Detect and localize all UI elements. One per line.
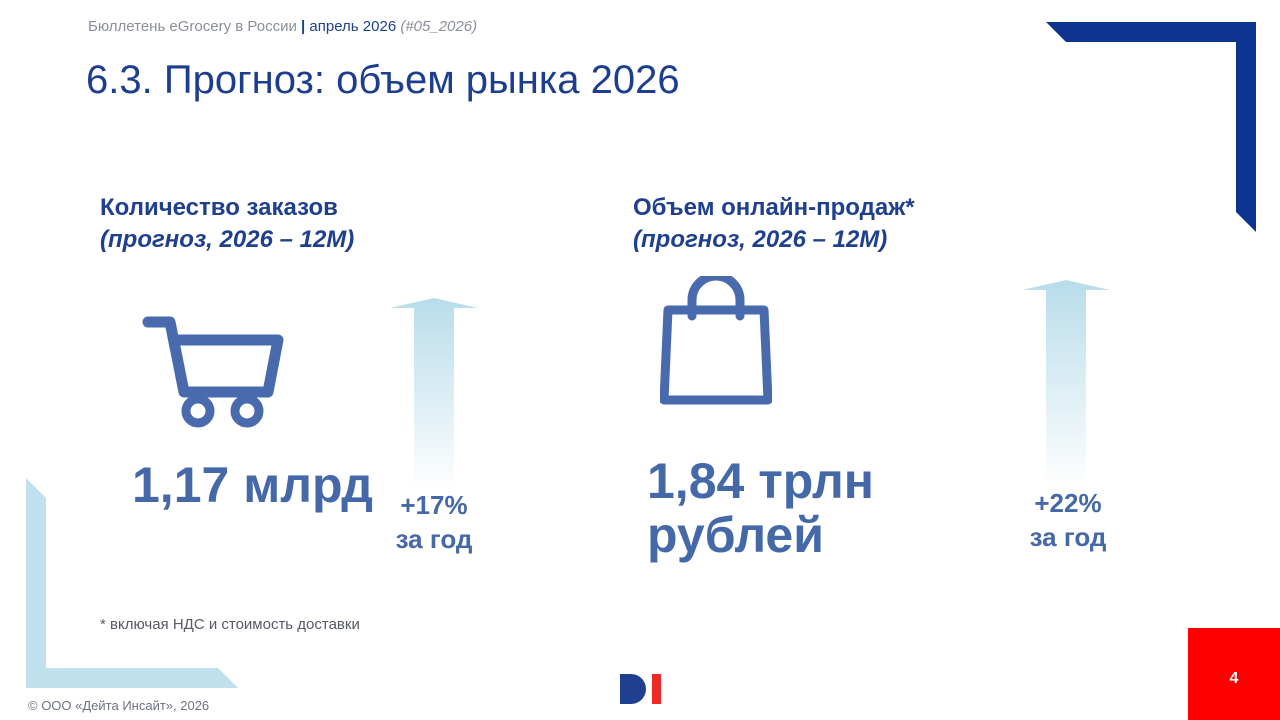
growth-arrow-sales <box>1022 280 1110 488</box>
orders-label: Количество заказов <box>100 194 338 221</box>
page-number: 4 <box>1229 670 1239 687</box>
header-bulletin: Бюллетень eGrocery в России | апрель 202… <box>88 18 477 35</box>
header-publication: Бюллетень eGrocery в России <box>88 18 297 35</box>
growth-arrow-orders <box>390 298 478 492</box>
sales-value-line-1: 1,84 трлн <box>647 453 874 509</box>
sales-value: 1,84 трлн рублей <box>647 454 874 562</box>
sales-growth-period: за год <box>1029 522 1107 552</box>
orders-growth-period: за год <box>395 524 473 554</box>
orders-heading: Количество заказов (прогноз, 2026 – 12M) <box>100 192 354 256</box>
data-insight-logo <box>620 674 661 704</box>
sales-value-line-2: рублей <box>647 507 824 563</box>
page-number-badge: 4 <box>1188 628 1280 720</box>
orders-growth: +17% за год <box>384 488 484 556</box>
sales-sublabel: (прогноз, 2026 – 12M) <box>633 226 888 253</box>
orders-growth-percent: +17% <box>400 490 468 520</box>
header-date: апрель 2026 <box>309 18 397 35</box>
header-issue: (#05_2026) <box>400 18 478 35</box>
sales-growth-percent: +22% <box>1034 488 1102 518</box>
sales-growth: +22% за год <box>1018 486 1118 554</box>
shopping-cart-icon <box>142 316 284 428</box>
copyright: © ООО «Дейта Инсайт», 2026 <box>28 698 210 713</box>
orders-value-line: 1,17 млрд <box>132 457 373 513</box>
corner-decoration-top-right <box>1046 22 1256 232</box>
shopping-bag-icon <box>660 276 772 405</box>
orders-value: 1,17 млрд <box>132 458 373 512</box>
sales-label: Объем онлайн-продаж* <box>633 194 915 221</box>
footnote: * включая НДС и стоимость доставки <box>100 616 360 633</box>
header-separator: | <box>301 18 306 35</box>
sales-heading: Объем онлайн-продаж* (прогноз, 2026 – 12… <box>633 192 915 256</box>
orders-sublabel: (прогноз, 2026 – 12M) <box>100 226 355 253</box>
page-title: 6.3. Прогноз: объем рынка 2026 <box>86 58 680 102</box>
